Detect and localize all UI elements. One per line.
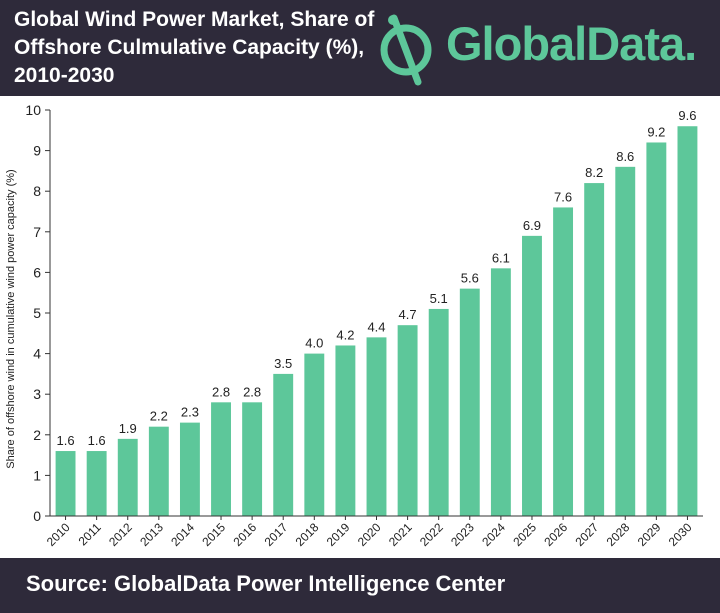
bar	[117, 438, 138, 516]
x-tick-label: 2022	[417, 520, 446, 549]
bar	[211, 402, 231, 516]
bar	[335, 345, 356, 516]
y-tick-label: 8	[33, 183, 41, 199]
x-tick-label: 2015	[199, 520, 228, 549]
title-line-1: Global Wind Power Market, Share of	[14, 8, 375, 31]
globaldata-logo: GlobalData.	[376, 10, 712, 86]
x-tick-label: 2012	[106, 520, 135, 549]
x-tick-label: 2029	[635, 520, 664, 549]
bar	[179, 422, 200, 516]
bar	[459, 288, 480, 516]
globaldata-logo-text: GlobalData.	[446, 17, 697, 70]
y-axis-label: Share of offshore wind in cumulative win…	[5, 169, 17, 468]
y-tick-label: 0	[33, 508, 41, 524]
x-tick-label: 2028	[604, 520, 633, 549]
x-tick-label: 2019	[324, 520, 353, 549]
bar-value-label: 2.3	[181, 405, 199, 420]
x-tick-label: 2014	[168, 520, 197, 549]
y-tick-label: 6	[33, 264, 41, 280]
bar	[86, 451, 107, 516]
header-banner: Global Wind Power Market, Share of Offsh…	[0, 0, 720, 96]
title-line-2: Offshore Culmulative Capacity (%),	[14, 36, 365, 59]
bar	[677, 126, 698, 517]
x-tick-label: 2018	[293, 520, 322, 549]
x-tick-label: 2010	[44, 520, 73, 549]
bar-value-label: 1.6	[57, 433, 75, 448]
bar	[397, 325, 418, 516]
x-tick-label: 2030	[666, 520, 695, 549]
x-tick-label: 2026	[541, 520, 570, 549]
bar	[584, 183, 605, 516]
x-tick-label: 2017	[262, 520, 291, 549]
y-tick-label: 3	[33, 386, 41, 402]
chart-title: Global Wind Power Market, Share of Offsh…	[14, 6, 384, 90]
y-tick-label: 7	[33, 224, 41, 240]
footer-banner: Source: GlobalData Power Intelligence Ce…	[0, 558, 720, 613]
x-tick-label: 2011	[76, 520, 104, 548]
y-tick-label: 10	[25, 102, 41, 118]
bar-value-label: 1.9	[119, 421, 137, 436]
x-tick-label: 2020	[355, 520, 384, 549]
x-tick-label: 2013	[137, 520, 166, 549]
bar-value-label: 9.2	[647, 124, 665, 139]
bar	[646, 142, 667, 517]
bar	[148, 426, 169, 516]
y-tick-label: 4	[33, 346, 41, 362]
y-axis: 0 1 2 3 4 5 6 7 8 9 10	[25, 102, 51, 524]
source-note: Source: GlobalData Power Intelligence Ce…	[26, 571, 506, 596]
x-tick-label: 2016	[230, 520, 259, 549]
bar	[242, 402, 263, 516]
bar-value-label: 6.9	[523, 218, 541, 233]
bar	[55, 451, 76, 516]
bar-value-label: 4.4	[367, 319, 385, 334]
x-tick-label: 2024	[479, 520, 508, 549]
bar-value-label: 1.6	[88, 433, 106, 448]
bar-value-label: 8.6	[616, 149, 634, 164]
bar	[273, 373, 294, 516]
bar-value-label: 2.8	[212, 384, 230, 399]
bar	[490, 268, 511, 516]
bar	[553, 207, 574, 516]
bar	[428, 308, 449, 516]
x-tick-label: 2021	[386, 520, 415, 549]
bar-value-label: 8.2	[585, 165, 603, 180]
bar-value-label: 4.0	[305, 336, 323, 351]
y-tick-label: 9	[33, 143, 41, 159]
bar	[522, 235, 542, 517]
bar	[366, 337, 387, 516]
x-tick-label: 2027	[573, 520, 602, 549]
bar-value-label: 2.8	[243, 384, 261, 399]
globaldata-logo-mark-icon	[380, 14, 432, 86]
x-tick-label: 2023	[448, 520, 477, 549]
bar-chart: 0 1 2 3 4 5 6 7 8 9 10 1.6 1.6 1.9 2.2 2.3 2.8 2.8 3.5 4.0…	[5, 102, 703, 549]
y-tick-label: 1	[33, 467, 41, 483]
x-axis: 2010 2011 2012 2013 2014 2015 2016 2017 2018 2019…	[44, 515, 703, 549]
bar-value-label: 3.5	[274, 356, 292, 371]
bar-value-label: 6.1	[492, 250, 510, 265]
bar-value-label: 7.6	[554, 189, 572, 204]
bar-value-label: 9.6	[678, 108, 696, 123]
x-tick-label: 2025	[510, 520, 539, 549]
y-tick-label: 2	[33, 427, 41, 443]
bar-value-label: 5.1	[430, 291, 448, 306]
bar-value-label: 5.6	[461, 271, 479, 286]
bar-value-label: 4.2	[336, 327, 354, 342]
bar-value-label: 4.7	[399, 307, 417, 322]
bar	[615, 166, 636, 516]
y-tick-label: 5	[33, 305, 41, 321]
value-labels: 1.6 1.6 1.9 2.2 2.3 2.8 2.8 3.5 4.0 4.2 4.4 4.7 5.1 5…	[57, 108, 697, 448]
title-line-3: 2010-2030	[14, 64, 115, 87]
bars	[55, 126, 698, 517]
bar	[304, 353, 325, 516]
bar-value-label: 2.2	[150, 409, 168, 424]
